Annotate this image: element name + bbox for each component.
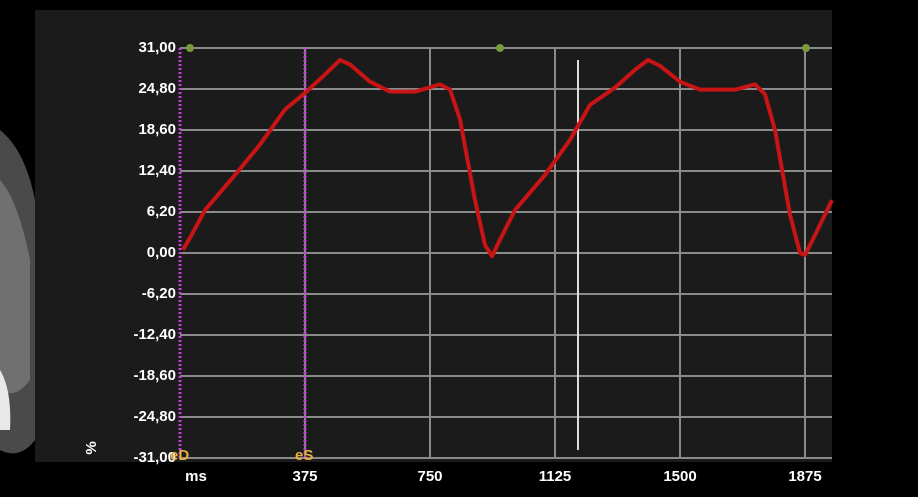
y-tick-label: 24,80	[138, 80, 176, 97]
y-tick-label: 31,00	[138, 39, 176, 56]
x-tick-label: 375	[292, 468, 317, 485]
y-tick-label: -6,20	[142, 285, 176, 302]
x-tick-label: 1125	[539, 468, 572, 485]
event-label: eS	[295, 447, 313, 464]
x-tick-label: 750	[417, 468, 442, 485]
y-tick-label: -24,80	[133, 408, 176, 425]
plot-panel	[35, 10, 832, 462]
strain-screen: % ms 31,00 24,80 18,60 12,40 6,20 0,00 -6,20 -1…	[0, 0, 918, 497]
y-tick-label: -18,60	[133, 367, 176, 384]
y-tick-label: 0,00	[147, 244, 176, 261]
top-marker	[186, 44, 194, 52]
y-tick-label: 18,60	[138, 121, 176, 138]
event-label: eD	[170, 447, 189, 464]
y-axis-label: %	[83, 441, 100, 454]
top-marker	[496, 44, 504, 52]
x-tick-label: 1875	[788, 468, 821, 485]
y-tick-label: -12,40	[133, 326, 176, 343]
top-marker	[802, 44, 810, 52]
x-axis-label: ms	[185, 468, 207, 485]
y-tick-label: 6,20	[147, 203, 176, 220]
y-tick-label: 12,40	[138, 162, 176, 179]
x-tick-label: 1500	[663, 468, 696, 485]
